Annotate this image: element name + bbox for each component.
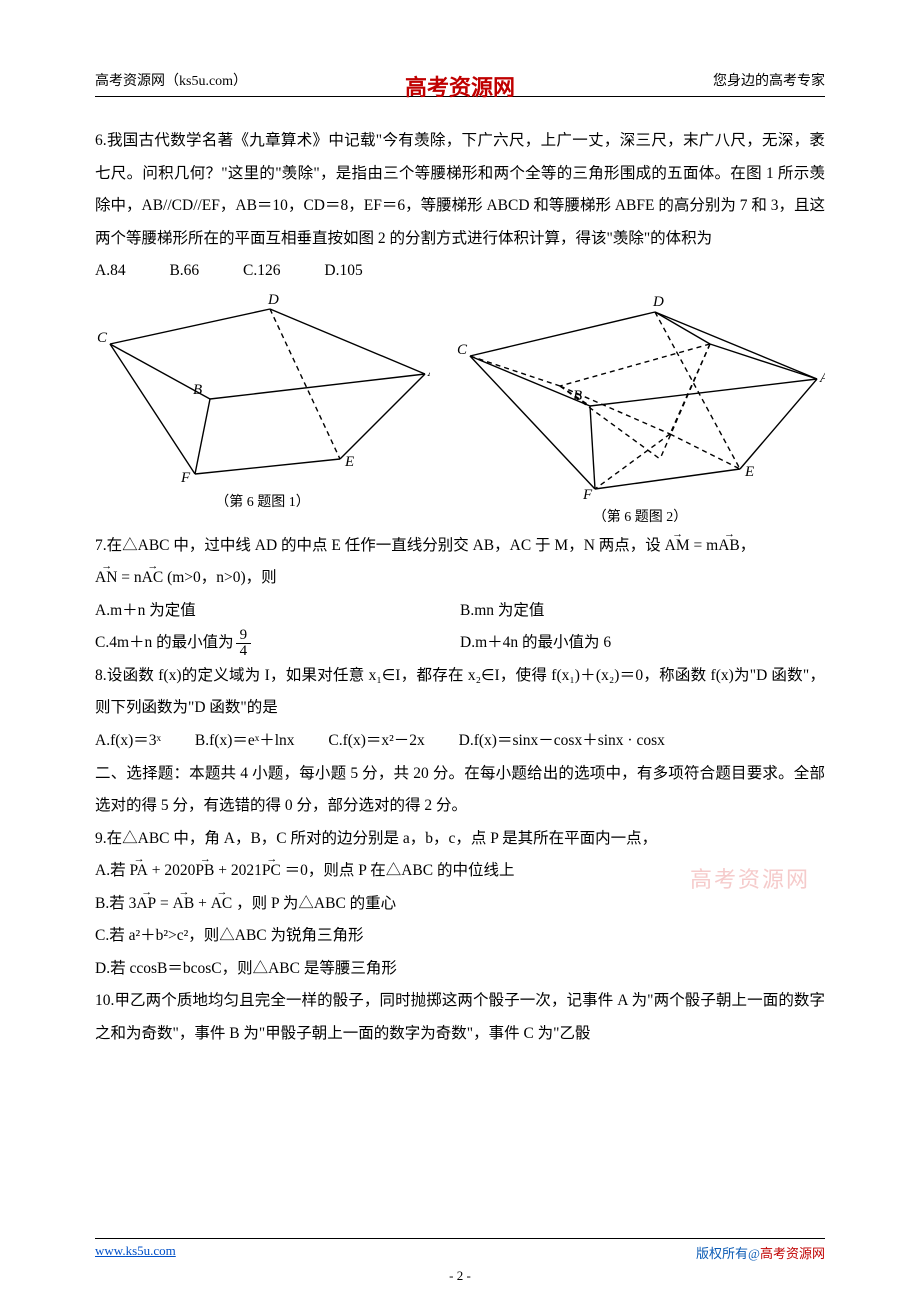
q6-caption-2: （第 6 题图 2）: [455, 506, 825, 526]
q9-opt-c: C.若 a²＋b²>c²，则△ABC 为锐角三角形: [95, 920, 825, 953]
svg-text:C: C: [97, 330, 108, 346]
svg-text:B: B: [573, 388, 582, 404]
q9-b-pre: B.若 3: [95, 895, 136, 912]
svg-text:E: E: [744, 464, 754, 480]
q8-opt-c: C.f(x)＝x²－2x: [328, 725, 424, 758]
q6-caption-1: （第 6 题图 1）: [95, 491, 430, 511]
vector-ap: AP: [136, 888, 156, 921]
q7-line1: 7.在△ABC 中，过中线 AD 的中点 E 任作一直线分别交 AB，AC 于 …: [95, 530, 825, 563]
footer-url[interactable]: www.ks5u.com: [95, 1243, 176, 1262]
q9-opt-d: D.若 ccosB＝bcosC，则△ABC 是等腰三角形: [95, 953, 825, 986]
q7-opt-c: C.4m＋n 的最小值为94: [95, 627, 460, 660]
footer-right-brand: 高考资源网: [760, 1246, 825, 1261]
header-center-logo: 高考资源网: [405, 70, 515, 102]
frac-den: 4: [236, 644, 252, 659]
q7-opt-b: B.mn 为定值: [460, 595, 825, 628]
q7-line2-text: (m>0，n>0)，则: [167, 569, 277, 586]
svg-text:D: D: [652, 294, 664, 310]
svg-text:A: A: [819, 370, 825, 386]
q6-opt-b: B.66: [169, 255, 199, 288]
svg-text:F: F: [582, 487, 593, 499]
q9-opt-b: B.若 3AP = AB + AC ，则 P 为△ABC 的重心: [95, 888, 825, 921]
q6-diagram-1: C D A B E F: [95, 294, 430, 484]
q6-stem: 6.我国古代数学名著《九章算术》中记载"今有羡除，下广六尺，上广一丈，深三尺，末…: [95, 125, 825, 255]
q6-opt-c: C.126: [243, 255, 280, 288]
q6-opt-a: A.84: [95, 255, 126, 288]
q10-stem: 10.甲乙两个质地均匀且完全一样的骰子，同时抛掷这两个骰子一次，记事件 A 为"…: [95, 985, 825, 1050]
q9-a-mid2: + 2021: [214, 862, 262, 879]
q8-options: A.f(x)＝3ˣ B.f(x)＝eˣ＋lnx C.f(x)＝x²－2x D.f…: [95, 725, 825, 758]
q8-stem: 8.设函数 f(x)的定义域为 I，如果对任意 x₁∈I，都存在 x₂∈I，使得…: [95, 660, 825, 725]
section2-heading: 二、选择题：本题共 4 小题，每小题 5 分，共 20 分。在每小题给出的选项中…: [95, 758, 825, 823]
q7-options-row1: A.m＋n 为定值 B.mn 为定值: [95, 595, 825, 628]
vector-ac2: AC: [211, 888, 233, 921]
page-footer: www.ks5u.com 版权所有@高考资源网: [95, 1238, 825, 1262]
svg-text:C: C: [457, 342, 468, 358]
footer-right-plain: 版权所有@: [696, 1246, 760, 1261]
svg-text:F: F: [180, 470, 191, 484]
q6-options: A.84 B.66 C.126 D.105: [95, 255, 825, 288]
q7-line2: AN = nAC (m>0，n>0)，则: [95, 562, 825, 595]
q6-figures: C D A B E F （第 6 题图 1） C D A B E F （第 6 题图 2）: [95, 294, 825, 526]
svg-text:E: E: [344, 454, 354, 470]
q9-b-mid2: +: [194, 895, 211, 912]
fraction-9-4: 94: [236, 628, 252, 659]
svg-text:A: A: [427, 364, 430, 380]
vector-pc: PC: [262, 855, 281, 888]
vector-ab2: AB: [173, 888, 195, 921]
q6-figure-1: C D A B E F （第 6 题图 1）: [95, 294, 430, 526]
q9-a-pre: A.若: [95, 862, 126, 879]
q7-line1-text: 7.在△ABC 中，过中线 AD 的中点 E 任作一直线分别交 AB，AC 于 …: [95, 537, 661, 554]
q9-b-mid1: =: [156, 895, 173, 912]
header-right: 您身边的高考专家: [713, 70, 825, 90]
q7-eq2-mid: = n: [117, 569, 141, 586]
q9-b-post: ，则 P 为△ABC 的重心: [232, 895, 396, 912]
q6-figure-2: C D A B E F （第 6 题图 2）: [455, 294, 825, 526]
svg-text:D: D: [267, 294, 279, 308]
q7-opt-d: D.m＋4n 的最小值为 6: [460, 627, 825, 660]
q7-c-pre: C.4m＋n 的最小值为: [95, 634, 234, 651]
footer-copyright: 版权所有@高考资源网: [696, 1243, 825, 1262]
q7-options-row2: C.4m＋n 的最小值为94 D.m＋4n 的最小值为 6: [95, 627, 825, 660]
q8-opt-a: A.f(x)＝3ˣ: [95, 725, 161, 758]
q6-opt-d: D.105: [324, 255, 362, 288]
q9-a-mid1: + 2020: [148, 862, 196, 879]
q6-diagram-2: C D A B E F: [455, 294, 825, 499]
header-left: 高考资源网（ks5u.com）: [95, 70, 247, 90]
q9-opt-a: A.若 PA + 2020PB + 2021PC ＝0，则点 P 在△ABC 的…: [95, 855, 825, 888]
vector-an: AN: [95, 562, 117, 595]
page-header: 高考资源网（ks5u.com） 高考资源网 您身边的高考专家: [95, 70, 825, 97]
svg-text:B: B: [193, 382, 202, 398]
vector-ac: AC: [142, 562, 164, 595]
page-number: - 2 -: [449, 1268, 471, 1284]
q8-opt-d: D.f(x)＝sinx－cosx＋sinx · cosx: [459, 725, 665, 758]
q8-opt-b: B.f(x)＝eˣ＋lnx: [195, 725, 295, 758]
q7-comma: ，: [740, 537, 756, 554]
vector-am: AM: [665, 530, 690, 563]
q7-eq1-mid: = m: [690, 537, 719, 554]
q9-a-post: ＝0，则点 P 在△ABC 的中位线上: [281, 862, 515, 879]
q7-opt-a: A.m＋n 为定值: [95, 595, 460, 628]
vector-ab: AB: [718, 530, 740, 563]
frac-num: 9: [236, 628, 252, 644]
